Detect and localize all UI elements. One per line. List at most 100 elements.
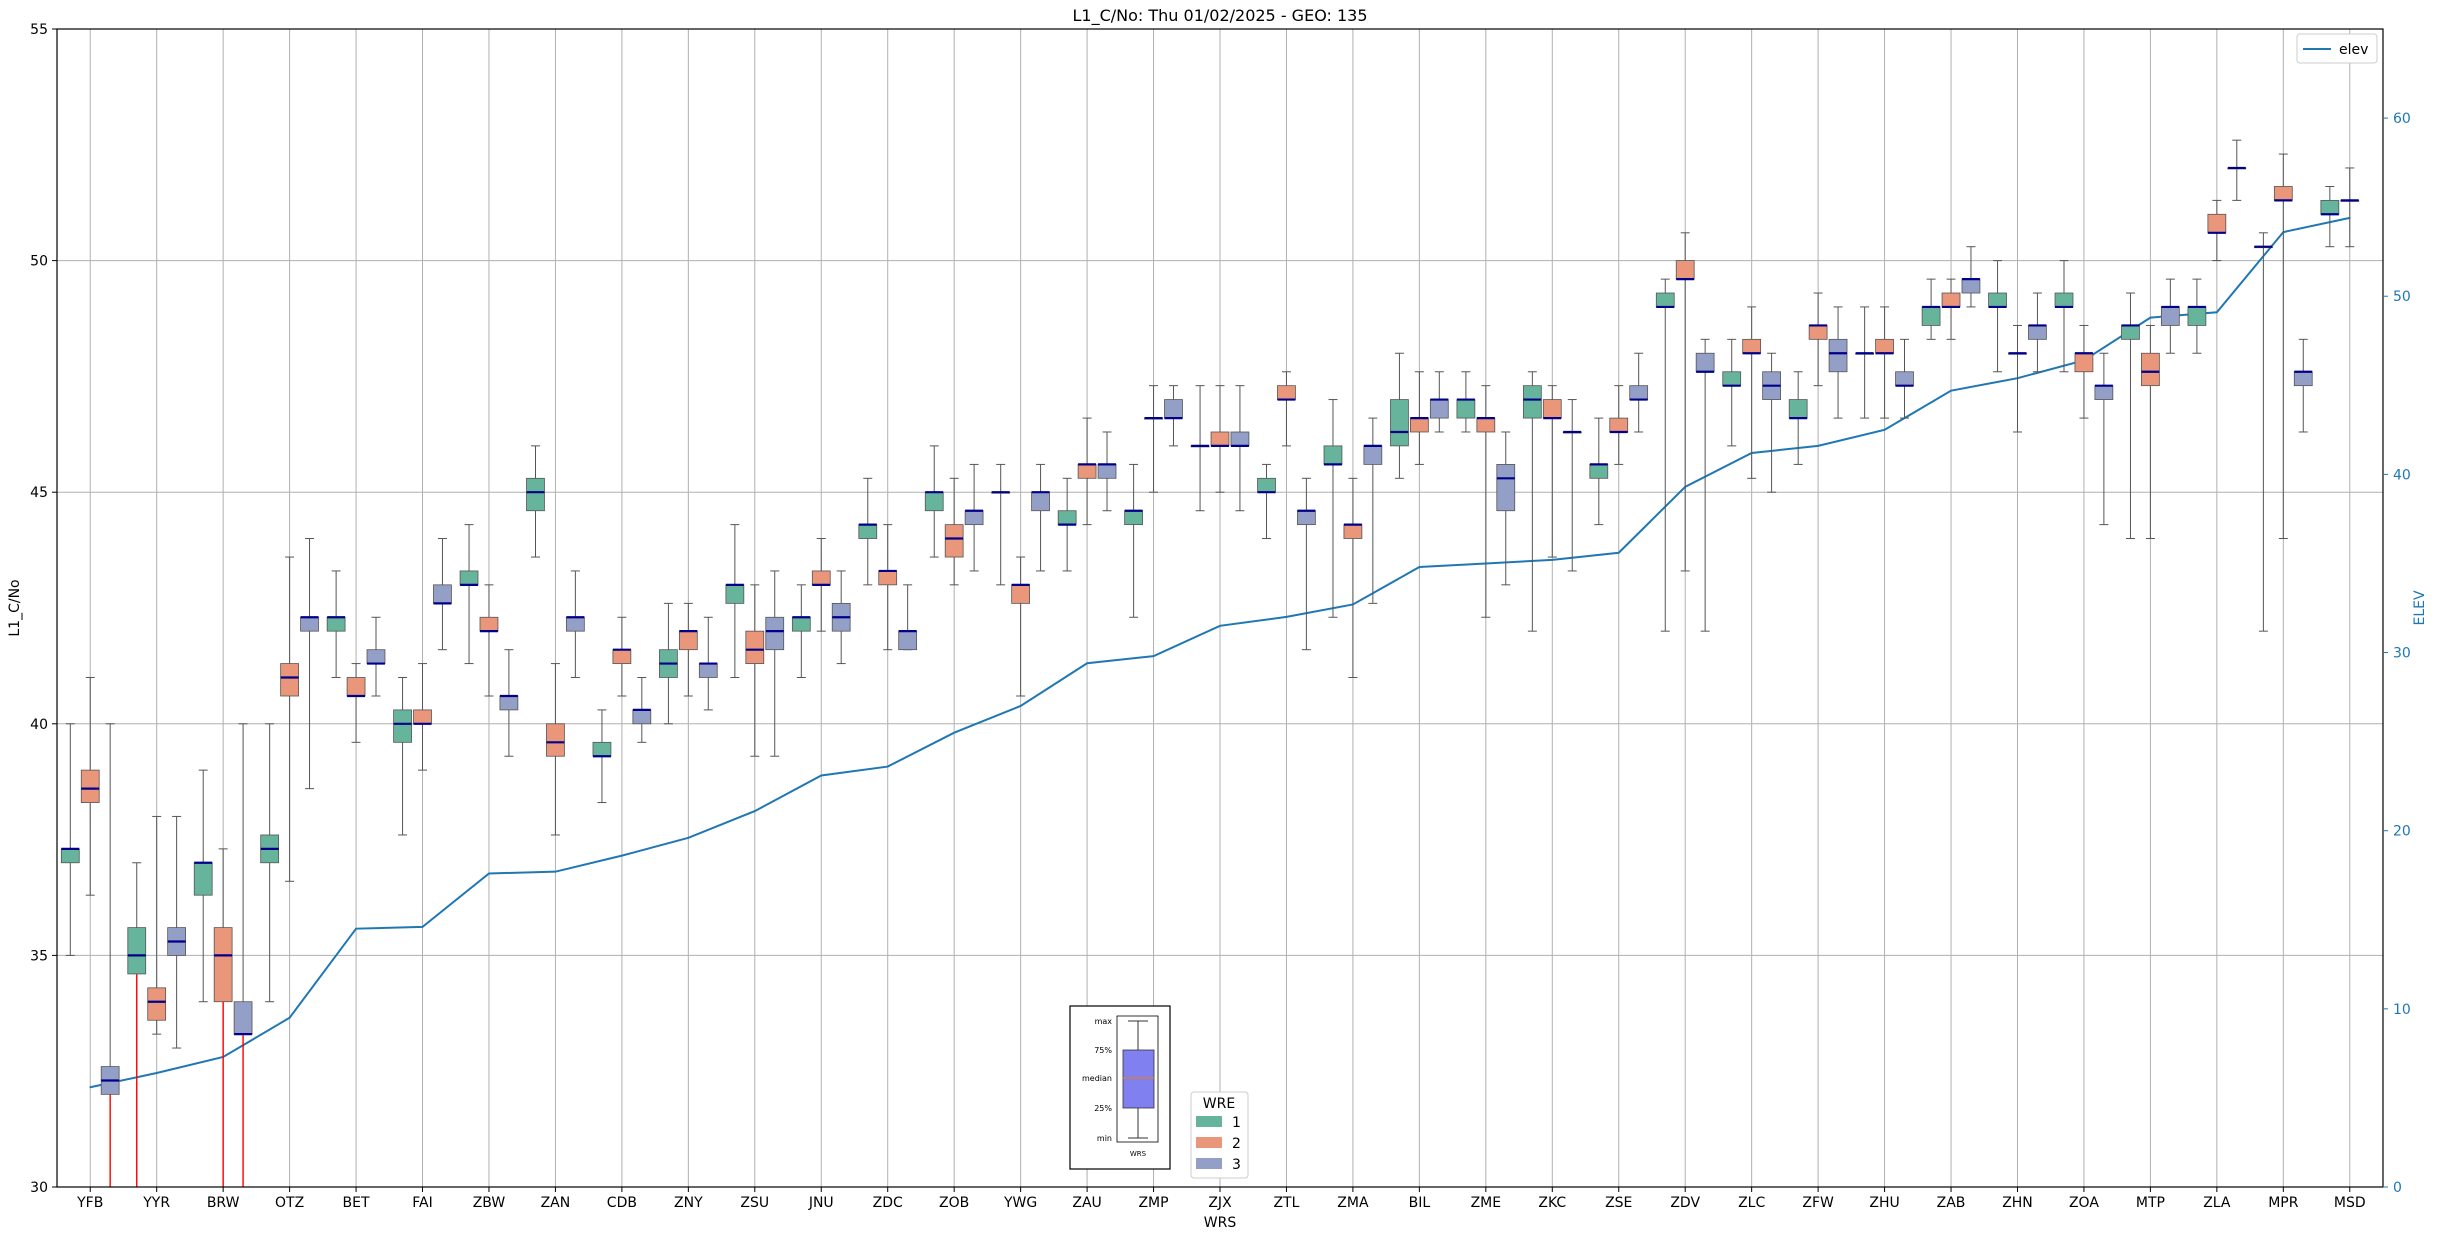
- box-ZDC-wre2: [878, 524, 898, 651]
- box-ZBW-wre2: [479, 584, 499, 697]
- box-FAI-wre3: [433, 538, 452, 651]
- box-body: [393, 709, 412, 743]
- box-ZMP-wre1: [1124, 463, 1143, 618]
- elev-point: [1883, 429, 1886, 431]
- inset-xlabel: WRS: [1130, 1150, 1147, 1158]
- box-ZSU-wre3: [765, 570, 785, 757]
- box-body: [1609, 417, 1629, 433]
- box-YWG-wre1: [991, 463, 1011, 586]
- box-ZAN-wre1: [526, 445, 545, 558]
- elev-point: [421, 926, 424, 928]
- box-BRW-wre3: [233, 723, 253, 1187]
- box-YFB-wre2: [80, 676, 100, 896]
- box-ZAB-wre3: [1961, 246, 1981, 308]
- x-tick-label: ZNY: [674, 1195, 703, 1211]
- y-tick-label: 30: [30, 1180, 48, 1196]
- box-ZME-wre3: [1496, 431, 1516, 586]
- box-ZLA-wre3: [2227, 139, 2247, 201]
- x-tick-label: JNU: [808, 1195, 834, 1211]
- elev-point: [1817, 445, 1819, 447]
- box-ZOA-wre1: [2054, 260, 2074, 373]
- elev-point: [89, 1086, 92, 1089]
- box-ZKC-wre2: [1542, 385, 1562, 558]
- x-tick-label: ZHN: [2002, 1195, 2033, 1211]
- inset-label-75: 75%: [1094, 1046, 1112, 1055]
- box-body: [2160, 306, 2180, 326]
- box-body: [1828, 338, 1848, 373]
- box-ZAU-wre1: [1057, 477, 1077, 572]
- box-ZOB-wre3: [964, 463, 984, 572]
- inset-label-min: min: [1097, 1134, 1112, 1143]
- box-FAI-wre1: [393, 676, 412, 836]
- x-tick-label: MPR: [2268, 1195, 2299, 1211]
- box-MPR-wre3: [2293, 338, 2313, 433]
- box-body: [898, 630, 918, 651]
- elev-point: [820, 774, 823, 777]
- box-body: [326, 616, 346, 632]
- box-body: [1941, 292, 1961, 308]
- box-body: [127, 927, 147, 975]
- box-body: [698, 663, 718, 678]
- x-tick-label: ZSU: [740, 1195, 769, 1211]
- box-body: [1496, 464, 1516, 512]
- box-ZOA-wre3: [2094, 352, 2114, 526]
- box-body: [1277, 385, 1296, 400]
- box-body: [791, 616, 811, 632]
- box-body: [1675, 260, 1695, 280]
- wre-legend-title: WRE: [1203, 1096, 1235, 1112]
- box-body: [60, 848, 80, 864]
- elev-point: [554, 870, 557, 873]
- x-tick-label: YYR: [142, 1195, 170, 1211]
- box-ZME-wre2: [1476, 385, 1496, 618]
- box-BIL-wre1: [1390, 352, 1409, 479]
- y-tick-label: 35: [30, 948, 48, 964]
- box-body: [526, 477, 545, 512]
- box-ZDV-wre3: [1695, 338, 1715, 632]
- box-body: [878, 570, 898, 586]
- x-tick-label: ZKC: [1538, 1195, 1566, 1211]
- box-ZBW-wre1: [459, 524, 479, 665]
- box-body: [1788, 399, 1808, 419]
- x-tick-label: ZBW: [473, 1195, 506, 1211]
- box-YYR-wre3: [167, 815, 186, 1049]
- box-body: [479, 616, 499, 632]
- box-ZJX-wre2: [1210, 385, 1230, 493]
- box-JNU-wre2: [811, 538, 831, 632]
- y-tick-label: 40: [30, 717, 48, 733]
- box-ZLC-wre1: [1722, 338, 1742, 447]
- elev-point: [754, 810, 756, 812]
- box-ZFW-wre2: [1808, 292, 1828, 387]
- box-BET-wre3: [366, 616, 386, 697]
- box-body: [1476, 417, 1496, 433]
- box-body: [1722, 371, 1742, 387]
- box-body: [80, 769, 100, 803]
- box-ZAN-wre2: [546, 663, 565, 836]
- box-CDB-wre3: [632, 676, 652, 743]
- wre-legend-label-3: 3: [1232, 1157, 1241, 1173]
- box-JNU-wre1: [791, 584, 811, 678]
- box-body: [213, 927, 233, 1003]
- box-ZME-wre1: [1456, 371, 1476, 433]
- box-body: [1323, 445, 1343, 465]
- box-BRW-wre1: [193, 769, 213, 1003]
- elev-point: [886, 765, 889, 768]
- box-ZKC-wre3: [1562, 399, 1582, 572]
- x-tick-label: ZHU: [1869, 1195, 1899, 1211]
- elev-point: [687, 837, 690, 839]
- elev-point: [155, 1072, 158, 1074]
- box-body: [459, 570, 479, 586]
- box-YYR-wre2: [147, 815, 167, 1035]
- box-BET-wre2: [346, 663, 366, 743]
- box-ZKC-wre1: [1522, 371, 1542, 632]
- box-ZSU-wre2: [745, 584, 765, 757]
- elev-point: [1285, 616, 1288, 618]
- box-body: [2121, 325, 2140, 340]
- box-body: [280, 663, 299, 697]
- box-body: [811, 570, 831, 586]
- box-body: [1390, 399, 1409, 447]
- box-body: [2074, 352, 2094, 373]
- box-body: [546, 723, 565, 757]
- box-body: [413, 709, 432, 725]
- elev-point: [2216, 311, 2218, 314]
- box-ZSU-wre1: [725, 524, 745, 678]
